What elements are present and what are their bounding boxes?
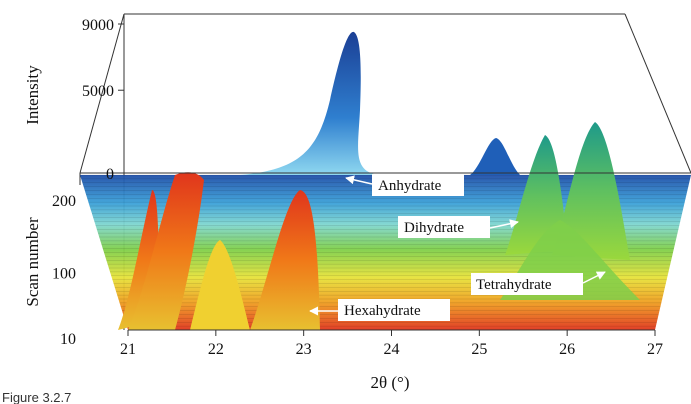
label-hexahydrate: Hexahydrate (344, 303, 421, 319)
x-tick-label: 25 (471, 341, 487, 358)
scan-axis-title: Scan number (23, 217, 42, 307)
x-tick-label: 26 (559, 341, 575, 358)
peak-hexahydrate-4 (250, 190, 320, 330)
label-tetrahydrate: Tetrahydrate (476, 277, 552, 293)
scan-ticks: 10 100 200 (52, 193, 76, 348)
scan-tick-label: 100 (52, 266, 76, 283)
peak-anhydrate-25 (470, 138, 520, 175)
x-ticks: 21 22 23 24 25 26 27 (120, 330, 663, 358)
peak-dihydrate-2 (552, 122, 630, 260)
scan-tick-label: 200 (52, 193, 76, 210)
x-axis-title: 2θ (°) (370, 373, 409, 392)
intensity-tick-label: 9000 (82, 17, 114, 34)
peak-hexahydrate-3 (190, 240, 250, 330)
intensity-axis: 0 5000 9000 Intensity (23, 17, 124, 183)
scan-axis: 10 100 200 Scan number (23, 193, 76, 348)
intensity-axis-title: Intensity (23, 65, 42, 125)
intensity-tick-label: 5000 (82, 83, 114, 100)
peak-hexahydrate-2 (128, 172, 204, 330)
x-tick-label: 24 (384, 341, 400, 358)
annotation-dihydrate: Dihydrate (398, 216, 519, 238)
x-tick-label: 22 (208, 341, 224, 358)
intensity-ticks: 0 5000 9000 (82, 17, 124, 183)
x-tick-label: 21 (120, 341, 136, 358)
peak-anhydrate-main (240, 31, 380, 175)
x-axis: 21 22 23 24 25 26 27 2θ (°) (120, 329, 663, 392)
annotation-tetrahydrate: Tetrahydrate (471, 271, 606, 295)
label-anhydrate: Anhydrate (378, 178, 442, 194)
x-tick-label: 27 (647, 341, 663, 358)
annotation-hexahydrate: Hexahydrate (309, 299, 450, 321)
annotation-anhydrate: Anhydrate (345, 174, 464, 196)
peak-dihydrate-1 (505, 135, 568, 255)
figure-caption: Figure 3.2.7 (2, 390, 71, 404)
x-tick-label: 23 (296, 341, 312, 358)
scan-tick-label: 10 (60, 331, 76, 348)
label-dihydrate: Dihydrate (404, 220, 464, 236)
intensity-tick-label: 0 (106, 166, 114, 183)
